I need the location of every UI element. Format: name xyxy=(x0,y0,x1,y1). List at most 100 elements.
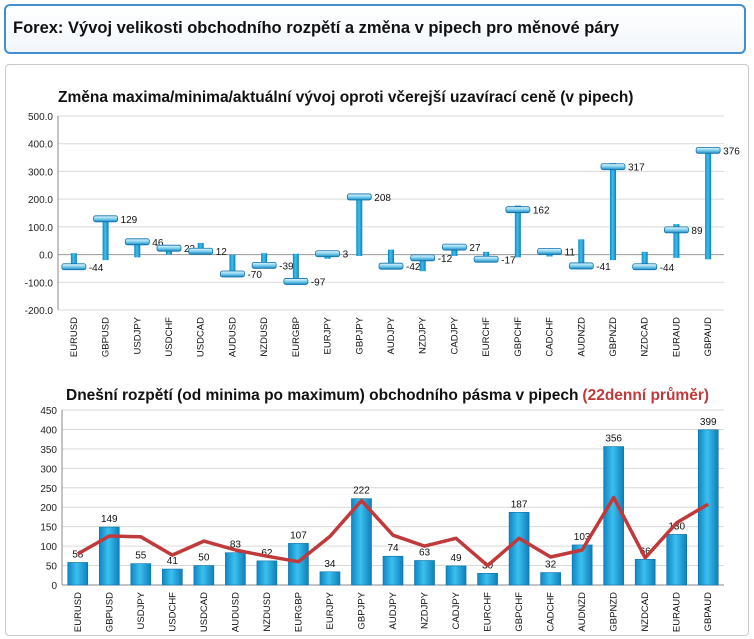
chart2-x-tick-label: AUDJPY xyxy=(388,591,399,629)
chart1-data-label: 46 xyxy=(152,238,164,249)
chart1-current-marker xyxy=(473,255,499,263)
chart2-bar xyxy=(382,555,404,586)
chart2-bar xyxy=(508,511,530,586)
chart2-data-label: 187 xyxy=(511,499,528,510)
chart1-x-tick-label: GBPNZD xyxy=(608,317,619,357)
chart1-x-tick-label: NZDJPY xyxy=(418,316,429,354)
chart1-data-label: 162 xyxy=(533,206,550,217)
chart2-data-label: 49 xyxy=(450,553,462,564)
page-title: Forex: Vývoj velikosti obchodního rozpět… xyxy=(13,19,620,37)
chart2-average-line xyxy=(76,495,710,568)
chart1-data-label: 208 xyxy=(374,193,391,204)
chart1-y-tick-label: 400.0 xyxy=(28,140,53,151)
chart1-range-bar xyxy=(578,239,585,267)
chart2-data-label: 50 xyxy=(198,553,210,564)
chart1-current-marker xyxy=(346,193,372,201)
chart2-y-tick-label: 400 xyxy=(40,425,57,436)
chart2-x-tick-label: EURCHF xyxy=(483,592,494,632)
chart2-bar xyxy=(414,560,435,586)
chart1-data-label: -70 xyxy=(247,270,262,281)
chart2-x-tick-label: CADJPY xyxy=(451,591,462,629)
chart2-y-tick-label: 300 xyxy=(40,464,57,475)
chart1-data-label: -44 xyxy=(660,263,675,274)
chart1-current-marker xyxy=(220,270,245,278)
chart2-bar xyxy=(477,573,498,586)
chart2-y-tick-label: 50 xyxy=(46,562,58,573)
chart1-data-label: 317 xyxy=(628,163,645,174)
chart1-current-marker xyxy=(568,262,594,270)
chart2-x-tick-label: GBPAUD xyxy=(703,592,714,632)
chart1-range-bar xyxy=(610,163,616,261)
chart1-range-bar xyxy=(451,245,458,256)
chart1-range-bar xyxy=(388,249,394,269)
chart1-y-tick-label: 0.0 xyxy=(39,251,53,262)
chart1-current-marker xyxy=(283,278,309,285)
chart2-bar xyxy=(571,544,593,586)
chart2-bar xyxy=(351,498,372,586)
chart1-range-bar xyxy=(261,253,268,267)
chart1-data-label: 12 xyxy=(216,247,228,258)
chart1-y-tick-label: -200.0 xyxy=(25,306,54,317)
chart2-data-label: 222 xyxy=(353,486,370,497)
chart1-data-label: -97 xyxy=(311,277,326,288)
chart1-x-tick-label: USDCAD xyxy=(196,317,207,357)
chart2-y-tick-label: 100 xyxy=(40,542,57,553)
chart2-data-label: 149 xyxy=(101,514,118,525)
chart1-data-label: -41 xyxy=(596,262,611,273)
chart1-current-marker xyxy=(632,263,658,271)
chart1-current-marker xyxy=(410,254,436,262)
chart2-data-label: 130 xyxy=(668,521,685,532)
chart2-x-tick-label: USDCAD xyxy=(199,592,210,632)
chart2-y-tick-label: 350 xyxy=(40,445,57,456)
chart1-data-label: 27 xyxy=(469,243,481,254)
chart1-x-tick-label: AUDUSD xyxy=(227,317,238,357)
chart1-current-marker xyxy=(61,263,87,271)
chart2-bar xyxy=(666,534,688,586)
chart2-bar xyxy=(193,565,215,586)
chart1-x-tick-label: CADCHF xyxy=(545,317,556,357)
chart1-current-marker xyxy=(664,226,689,234)
chart2-title-wrap: Dnešní rozpětí (od minima po maximum) ob… xyxy=(66,387,709,404)
chart1-range-bar xyxy=(356,195,363,256)
chart1-x-tick-label: GBPJPY xyxy=(354,316,365,354)
chart1-current-marker xyxy=(156,244,182,252)
chart1-range-bar xyxy=(134,241,141,258)
chart1-data-label: -44 xyxy=(89,263,104,274)
chart1-range-bar xyxy=(229,254,236,274)
chart1-y-tick-label: 300.0 xyxy=(28,167,53,178)
chart1-x-tick-label: NZDUSD xyxy=(259,317,270,357)
chart2-data-label: 62 xyxy=(261,548,273,559)
chart2-bar xyxy=(98,526,120,586)
chart2-title: Dnešní rozpětí (od minima po maximum) ob… xyxy=(66,387,578,404)
chart2-title-highlight: (22denní průměr) xyxy=(582,387,709,404)
chart2-y-tick-label: 0 xyxy=(51,581,57,592)
chart1-range-bar xyxy=(705,148,712,260)
chart1-current-marker xyxy=(251,261,277,269)
chart1-x-tick-label: CADJPY xyxy=(449,316,460,354)
chart2-bar xyxy=(540,572,561,586)
chart1-current-marker xyxy=(442,243,467,251)
chart1-current-marker xyxy=(124,238,150,246)
chart1-x-tick-label: USDJPY xyxy=(132,316,143,354)
chart2-bar xyxy=(445,565,467,586)
chart2-bar xyxy=(256,560,278,586)
chart1-data-label: -12 xyxy=(438,254,453,265)
chart1-x-tick-label: GBPUSD xyxy=(101,317,112,357)
chart2-x-tick-label: USDJPY xyxy=(136,591,147,629)
chart2-data-label: 107 xyxy=(290,530,307,541)
chart1-range-bar xyxy=(673,224,680,258)
chart1-x-tick-label: USDCHF xyxy=(164,317,175,357)
chart2-data-label: 32 xyxy=(545,560,557,571)
chart1-data-label: 3 xyxy=(343,250,349,261)
chart2-x-tick-label: GBPUSD xyxy=(104,592,115,632)
chart2-x-tick-label: NZDCAD xyxy=(640,592,651,632)
chart2-bar xyxy=(67,562,89,586)
chart1-x-tick-label: AUDJPY xyxy=(386,316,397,354)
chart2-bar xyxy=(634,559,656,586)
chart2-x-tick-label: EURAUD xyxy=(672,592,683,632)
chart1-x-tick-label: EURAUD xyxy=(671,317,682,357)
chart2-y-tick-label: 450 xyxy=(40,406,57,417)
header-panel: Forex: Vývoj velikosti obchodního rozpět… xyxy=(4,4,746,54)
chart1-range-bar xyxy=(514,205,521,258)
